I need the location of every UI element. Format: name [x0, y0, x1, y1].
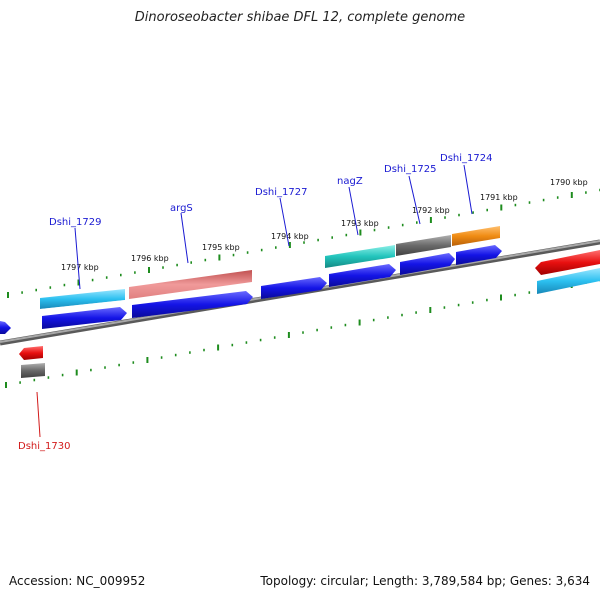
callout-line	[36, 391, 41, 438]
gene-dshi-1725[interactable]	[396, 235, 451, 256]
callout-line	[74, 227, 81, 290]
gene-label: Dshi_1727	[255, 187, 307, 198]
kbp-label: 1795 kbp	[202, 243, 240, 252]
gene-label: Dshi_1725	[384, 164, 436, 175]
gene-label: Dshi_1729	[49, 217, 101, 228]
cds-arrow[interactable]	[400, 253, 455, 275]
callout-line	[463, 164, 473, 215]
gene-label: Dshi_1724	[440, 153, 492, 164]
cds-arrow[interactable]	[329, 264, 396, 287]
gene-label: nagZ	[337, 176, 363, 187]
cds-arrow[interactable]	[42, 307, 127, 329]
gene-left-red[interactable]	[19, 346, 43, 360]
cds-arrow[interactable]	[132, 291, 253, 318]
kbp-label: 1797 kbp	[61, 263, 99, 272]
cds-forward-track	[0, 245, 502, 334]
kbp-label: 1794 kbp	[271, 232, 309, 241]
callout-line	[408, 175, 421, 225]
kbp-tick-ring-outer	[7, 188, 600, 298]
cds-arrow[interactable]	[0, 321, 11, 334]
kbp-label: 1796 kbp	[131, 254, 169, 263]
kbp-label: 1792 kbp	[412, 206, 450, 215]
callout-line	[348, 186, 359, 236]
gene-right-red[interactable]	[535, 250, 600, 275]
callout-line	[279, 197, 290, 247]
gene-dshi-1724[interactable]	[452, 226, 500, 246]
cds-arrow[interactable]	[456, 245, 502, 265]
gene-dshi-1729[interactable]	[40, 289, 125, 311]
gene-label: Dshi_1730	[18, 441, 70, 452]
genome-summary-text: Topology: circular; Length: 3,789,584 bp…	[260, 574, 590, 588]
kbp-label: 1790 kbp	[550, 178, 588, 187]
kbp-label: 1791 kbp	[480, 193, 518, 202]
gene-args[interactable]	[129, 270, 252, 299]
accession-text: Accession: NC_009952	[9, 574, 146, 588]
gene-label: argS	[170, 203, 193, 214]
gene-dshi-1730[interactable]	[21, 363, 45, 378]
cds-arrow[interactable]	[261, 277, 327, 299]
callout-line	[180, 212, 189, 264]
gene-right-lightblue[interactable]	[537, 268, 600, 294]
kbp-label: 1793 kbp	[341, 219, 379, 228]
gene-nagz[interactable]	[325, 245, 395, 268]
map-title: Dinoroseobacter shibae DFL 12, complete …	[134, 10, 466, 25]
